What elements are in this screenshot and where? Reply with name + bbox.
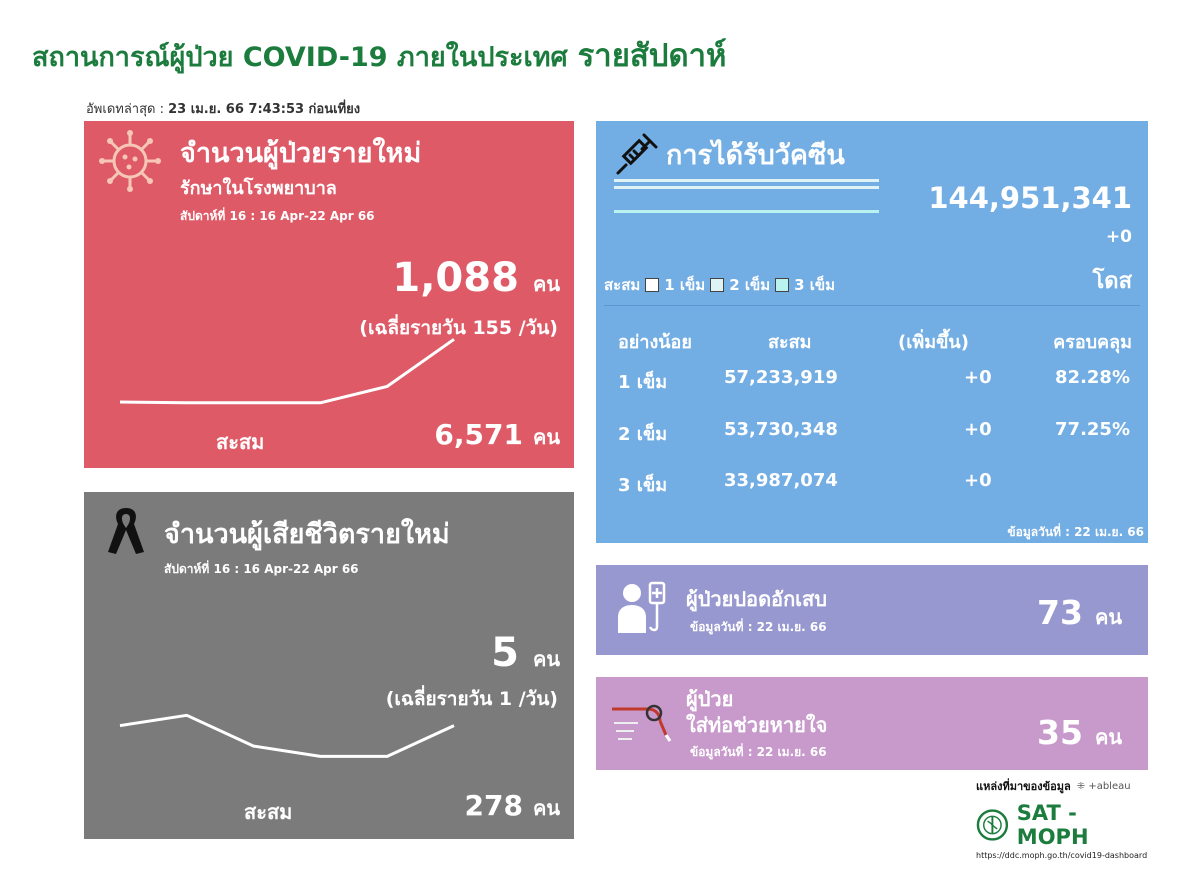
- hospital-daily-average: (เฉลี่ยรายวัน 155 /วัน): [359, 317, 558, 339]
- vaccine-divider: [604, 305, 1140, 306]
- deaths-daily-average: (เฉลี่ยรายวัน 1 /วัน): [385, 688, 558, 710]
- row3-total: 33,987,074: [724, 470, 838, 491]
- hospital-cumulative-unit: คน: [532, 425, 560, 449]
- vaccine-data-date: ข้อมูลวันที่ : 22 เม.ย. 66: [1007, 525, 1144, 539]
- dose-bar-1: [614, 179, 879, 182]
- pneumonia-count-block: 73 คน: [1037, 593, 1122, 633]
- deaths-count-unit: คน: [532, 647, 560, 671]
- hospital-count: 1,088: [392, 255, 519, 301]
- row2-increase: +0: [964, 419, 992, 440]
- row1-dose: 1 เข็ม: [618, 372, 668, 393]
- ventilator-count-block: 35 คน: [1037, 713, 1122, 753]
- hospital-count-unit: คน: [532, 272, 560, 296]
- syringe-icon: [616, 133, 658, 175]
- legend-swatch-3: [775, 278, 790, 292]
- row2-coverage: 77.25%: [1055, 419, 1130, 440]
- pneumonia-data-date: ข้อมูลวันที่ : 22 เม.ย. 66: [690, 620, 827, 634]
- mourning-ribbon-icon: [108, 508, 144, 554]
- hospital-cumulative-block: 6,571 คน: [434, 418, 560, 453]
- legend-swatch-2: [710, 278, 725, 292]
- hospital-subtitle: รักษาในโรงพยาบาล: [180, 178, 337, 199]
- dose-legend: สะสม 1 เข็ม 2 เข็ม 3 เข็ม: [604, 273, 835, 297]
- dose-bar-2: [614, 186, 879, 189]
- hospital-title: จำนวนผู้ป่วยรายใหม่: [180, 138, 422, 169]
- dose-legend-label: สะสม: [604, 276, 641, 294]
- page-title: สถานการณ์ผู้ป่วย COVID-19 ภายในประเทศ ราย…: [32, 30, 726, 80]
- deaths-cumulative: 278: [464, 789, 523, 822]
- hospital-cumulative: 6,571: [434, 418, 523, 451]
- col-header-dose: อย่างน้อย: [618, 332, 692, 353]
- last-updated: อัพเดทล่าสุด : 23 เม.ย. 66 7:43:53 ก่อนเ…: [86, 98, 360, 119]
- ventilator-unit: คน: [1094, 725, 1122, 749]
- row3-dose: 3 เข็ม: [618, 475, 668, 496]
- virus-icon: [99, 130, 161, 192]
- deaths-week: สัปดาห์ที่ 16 : 16 Apr-22 Apr 66: [164, 562, 359, 576]
- ventilator-count: 35: [1037, 713, 1083, 752]
- row1-increase: +0: [964, 367, 992, 388]
- new-hospital-cases-panel: จำนวนผู้ป่วยรายใหม่ รักษาในโรงพยาบาล สัป…: [84, 121, 574, 468]
- col-header-total: สะสม: [768, 332, 812, 353]
- ventilator-panel: ผู้ป่วย ใส่ท่อช่วยหายใจ ข้อมูลวันที่ : 2…: [596, 677, 1148, 770]
- col-header-increase: (เพิ่มขึ้น): [898, 332, 969, 353]
- moph-emblem-icon: [976, 809, 1009, 841]
- vaccine-total: 144,951,341: [928, 181, 1132, 215]
- data-source-label: แหล่งที่มาของข้อมูล: [976, 780, 1071, 793]
- row1-total: 57,233,919: [724, 367, 838, 388]
- hospital-count-block: 1,088 คน: [392, 255, 560, 301]
- deaths-trend-line: [119, 713, 455, 758]
- row3-increase: +0: [964, 470, 992, 491]
- legend-label-3: 3 เข็ม: [794, 276, 836, 294]
- data-source-url[interactable]: https://ddc.moph.go.th/covid19-dashboard: [976, 851, 1148, 860]
- ventilator-title-line2: ใส่ท่อช่วยหายใจ: [686, 713, 828, 737]
- new-deaths-panel: จำนวนผู้เสียชีวิตรายใหม่ สัปดาห์ที่ 16 :…: [84, 492, 574, 839]
- deaths-cumulative-label: สะสม: [244, 800, 293, 824]
- legend-label-1: 1 เข็ม: [664, 276, 706, 294]
- page-title-main: สถานการณ์ผู้ป่วย COVID-19 ภายในประเทศ: [32, 42, 568, 73]
- vaccine-unit: โดส: [1092, 269, 1132, 294]
- legend-swatch-1: [645, 278, 660, 292]
- data-source-header: แหล่งที่มาของข้อมูล ⁜ +ableau: [976, 777, 1151, 795]
- sat-moph-logo[interactable]: SAT - MOPH: [976, 801, 1151, 849]
- ventilator-tube-icon: [612, 704, 672, 742]
- deaths-count-block: 5 คน: [491, 630, 560, 676]
- hospital-trend-line: [119, 338, 455, 405]
- row2-dose: 2 เข็ม: [618, 424, 668, 445]
- hospital-cumulative-label: สะสม: [216, 430, 265, 454]
- col-header-coverage: ครอบคลุม: [1053, 332, 1132, 353]
- ventilator-data-date: ข้อมูลวันที่ : 22 เม.ย. 66: [690, 745, 827, 759]
- data-source: แหล่งที่มาของข้อมูล ⁜ +ableau SAT - MOPH…: [976, 777, 1151, 860]
- page-title-suffix: รายสัปดาห์: [577, 38, 727, 74]
- dose-bar-3: [614, 210, 879, 213]
- vaccination-panel: การได้รับวัคซีน 144,951,341 +0 โดส สะสม …: [596, 121, 1148, 543]
- hospital-trend-chart: [119, 338, 455, 405]
- vaccine-total-increase: +0: [1105, 227, 1132, 247]
- last-updated-value: 23 เม.ย. 66 7:43:53 ก่อนเที่ยง: [168, 102, 361, 117]
- legend-label-2: 2 เข็ม: [729, 276, 771, 294]
- pneumonia-panel: ผู้ป่วยปอดอักเสบ ข้อมูลวันที่ : 22 เม.ย.…: [596, 565, 1148, 655]
- deaths-cumulative-unit: คน: [532, 796, 560, 820]
- deaths-trend-chart: [119, 713, 455, 758]
- vaccine-title: การได้รับวัคซีน: [666, 140, 845, 171]
- row2-total: 53,730,348: [724, 419, 838, 440]
- ventilator-title-line1: ผู้ป่วย: [686, 687, 734, 711]
- deaths-cumulative-block: 278 คน: [464, 789, 560, 824]
- sat-moph-label: SAT - MOPH: [1016, 801, 1089, 849]
- patient-iv-icon: [618, 581, 666, 633]
- pneumonia-count: 73: [1037, 593, 1083, 632]
- hospital-week: สัปดาห์ที่ 16 : 16 Apr-22 Apr 66: [180, 209, 375, 223]
- last-updated-label: อัพเดทล่าสุด :: [86, 102, 164, 117]
- pneumonia-unit: คน: [1094, 605, 1122, 629]
- deaths-title: จำนวนผู้เสียชีวิตรายใหม่: [164, 519, 450, 550]
- tableau-wordmark: +ableau: [1088, 780, 1131, 792]
- row1-coverage: 82.28%: [1055, 367, 1130, 388]
- deaths-count: 5: [491, 630, 519, 676]
- tableau-logo: ⁜ +ableau: [1076, 780, 1131, 792]
- pneumonia-title: ผู้ป่วยปอดอักเสบ: [686, 587, 827, 611]
